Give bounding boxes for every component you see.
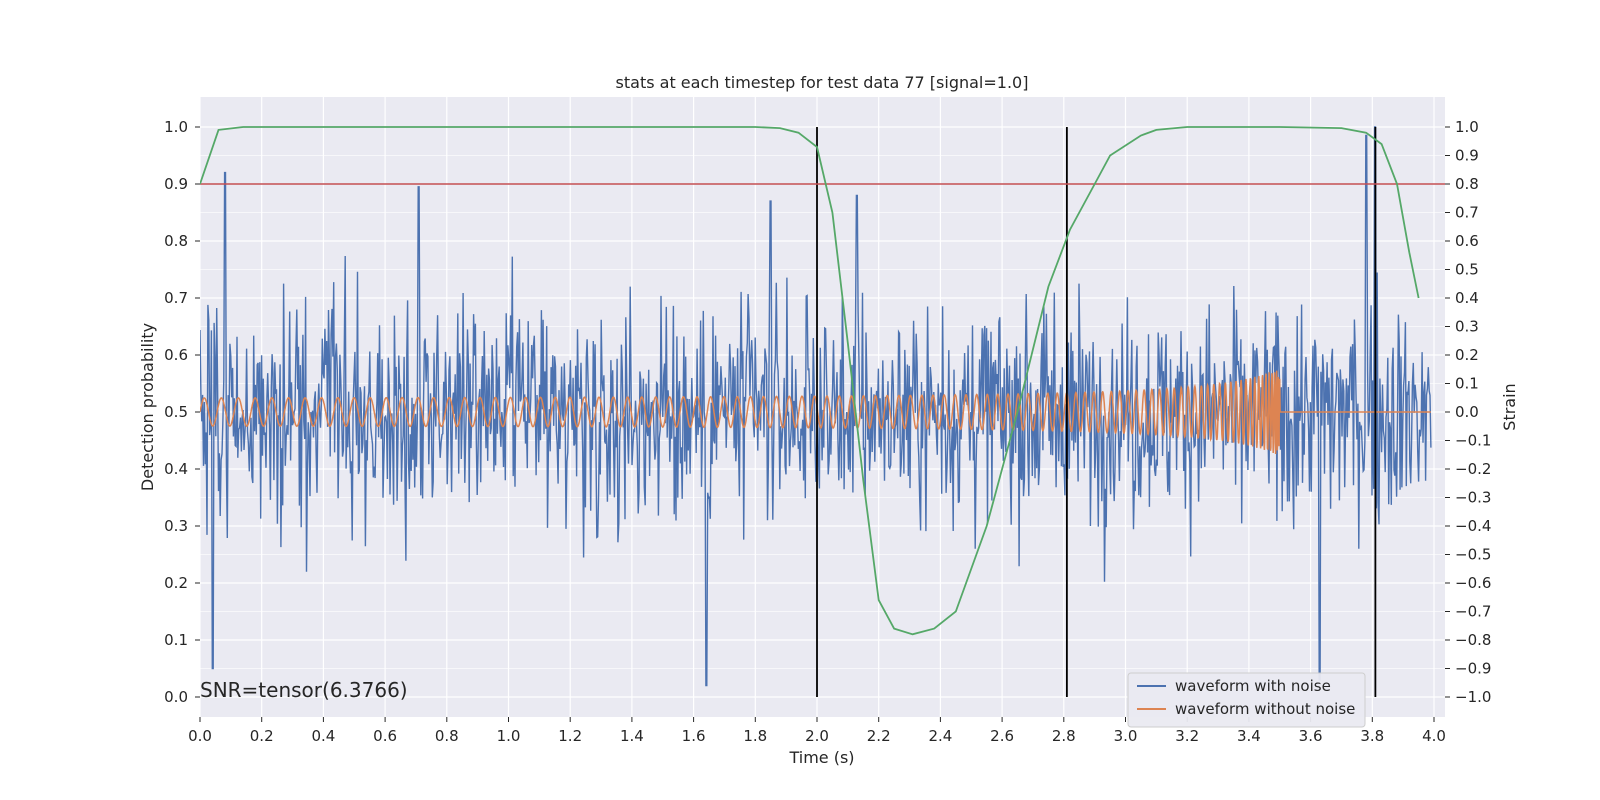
y-right-tick-label: −0.9 (1455, 660, 1491, 678)
x-tick-label: 3.0 (1114, 727, 1138, 745)
series-waveform-without-noise (200, 370, 1431, 455)
y-right-tick-label: −0.6 (1455, 574, 1491, 592)
x-tick-label: 3.6 (1299, 727, 1323, 745)
series-waveform-with-noise (200, 126, 1432, 687)
x-tick-label: 0.4 (311, 727, 335, 745)
y-right-tick-label: 0.6 (1455, 232, 1479, 250)
y-right-tick-label: 0.9 (1455, 147, 1479, 165)
y-left-tick-label: 0.1 (164, 631, 188, 649)
y-right-tick-label: −0.8 (1455, 631, 1491, 649)
y-left-tick-label: 0.5 (164, 403, 188, 421)
snr-annotation: SNR=tensor(6.3766) (200, 678, 408, 702)
y-right-axis-label: Strain (1500, 383, 1519, 430)
chart-title: stats at each timestep for test data 77 … (616, 73, 1029, 92)
x-tick-label: 0.8 (435, 727, 459, 745)
x-tick-label: 2.2 (867, 727, 891, 745)
x-tick-label: 2.8 (1052, 727, 1076, 745)
x-tick-label: 3.8 (1360, 727, 1384, 745)
y-right-tick-label: 1.0 (1455, 118, 1479, 136)
y-right-tick-label: 0.8 (1455, 175, 1479, 193)
x-axis-ticks: 0.0 0.2 0.4 0.6 0.8 1.0 1.2 1.4 1.6 1.8 2.0 2.2 2.4 2… (188, 717, 1446, 745)
x-axis-label: Time (s) (788, 748, 854, 767)
series-detection-probability (200, 126, 1420, 636)
y-left-tick-label: 0.2 (164, 574, 188, 592)
legend-label-clean: waveform without noise (1175, 700, 1355, 718)
y-right-tick-label: −1.0 (1455, 688, 1491, 706)
x-tick-label: 1.4 (620, 727, 644, 745)
legend-box (1127, 672, 1366, 728)
x-tick-label: 2.4 (928, 727, 952, 745)
y-left-tick-label: 0.3 (164, 517, 188, 535)
y-right-tick-label: 0.0 (1455, 403, 1479, 421)
x-tick-label: 3.2 (1175, 727, 1199, 745)
x-tick-label: 4.0 (1422, 727, 1446, 745)
y-right-tick-label: 0.5 (1455, 261, 1479, 279)
y-left-axis-ticks: 0.0 0.1 0.2 0.3 0.4 0.5 0.6 0.7 0.8 0.9 1.0 (164, 118, 200, 706)
x-tick-label: 0.2 (250, 727, 274, 745)
x-tick-label: 3.4 (1237, 727, 1261, 745)
y-left-tick-label: 0.7 (164, 289, 188, 307)
y-left-tick-label: 0.4 (164, 460, 188, 478)
legend: waveform with noise waveform without noi… (1127, 672, 1366, 728)
y-left-tick-label: 0.8 (164, 232, 188, 250)
plot-series (200, 126, 1445, 697)
y-right-tick-label: 0.3 (1455, 318, 1479, 336)
x-tick-label: 1.2 (558, 727, 582, 745)
x-tick-label: 1.6 (682, 727, 706, 745)
y-right-tick-label: −0.2 (1455, 460, 1491, 478)
y-right-tick-label: 0.1 (1455, 375, 1479, 393)
x-tick-label: 2.0 (805, 727, 829, 745)
y-right-tick-label: 0.2 (1455, 346, 1479, 364)
y-right-tick-label: −0.4 (1455, 517, 1491, 535)
y-right-tick-label: −0.7 (1455, 603, 1491, 621)
x-tick-label: 1.0 (497, 727, 521, 745)
x-tick-label: 2.6 (990, 727, 1014, 745)
y-left-tick-label: 0.6 (164, 346, 188, 364)
y-left-tick-label: 0.9 (164, 175, 188, 193)
y-right-tick-label: 0.4 (1455, 289, 1479, 307)
legend-label-noise: waveform with noise (1175, 677, 1331, 695)
y-left-axis-label: Detection probability (138, 323, 157, 491)
y-right-tick-label: −0.1 (1455, 432, 1491, 450)
y-left-tick-label: 0.0 (164, 688, 188, 706)
y-right-tick-label: −0.3 (1455, 489, 1491, 507)
y-right-tick-label: 0.7 (1455, 204, 1479, 222)
x-tick-label: 1.8 (743, 727, 767, 745)
y-right-tick-label: −0.5 (1455, 546, 1491, 564)
x-tick-label: 0.0 (188, 727, 212, 745)
x-tick-label: 0.6 (373, 727, 397, 745)
y-left-tick-label: 1.0 (164, 118, 188, 136)
y-right-axis-ticks: −1.0 −0.9 −0.8 −0.7 −0.6 −0.5 −0.4 −0.3 −0.2 −0.1… (1445, 118, 1491, 706)
